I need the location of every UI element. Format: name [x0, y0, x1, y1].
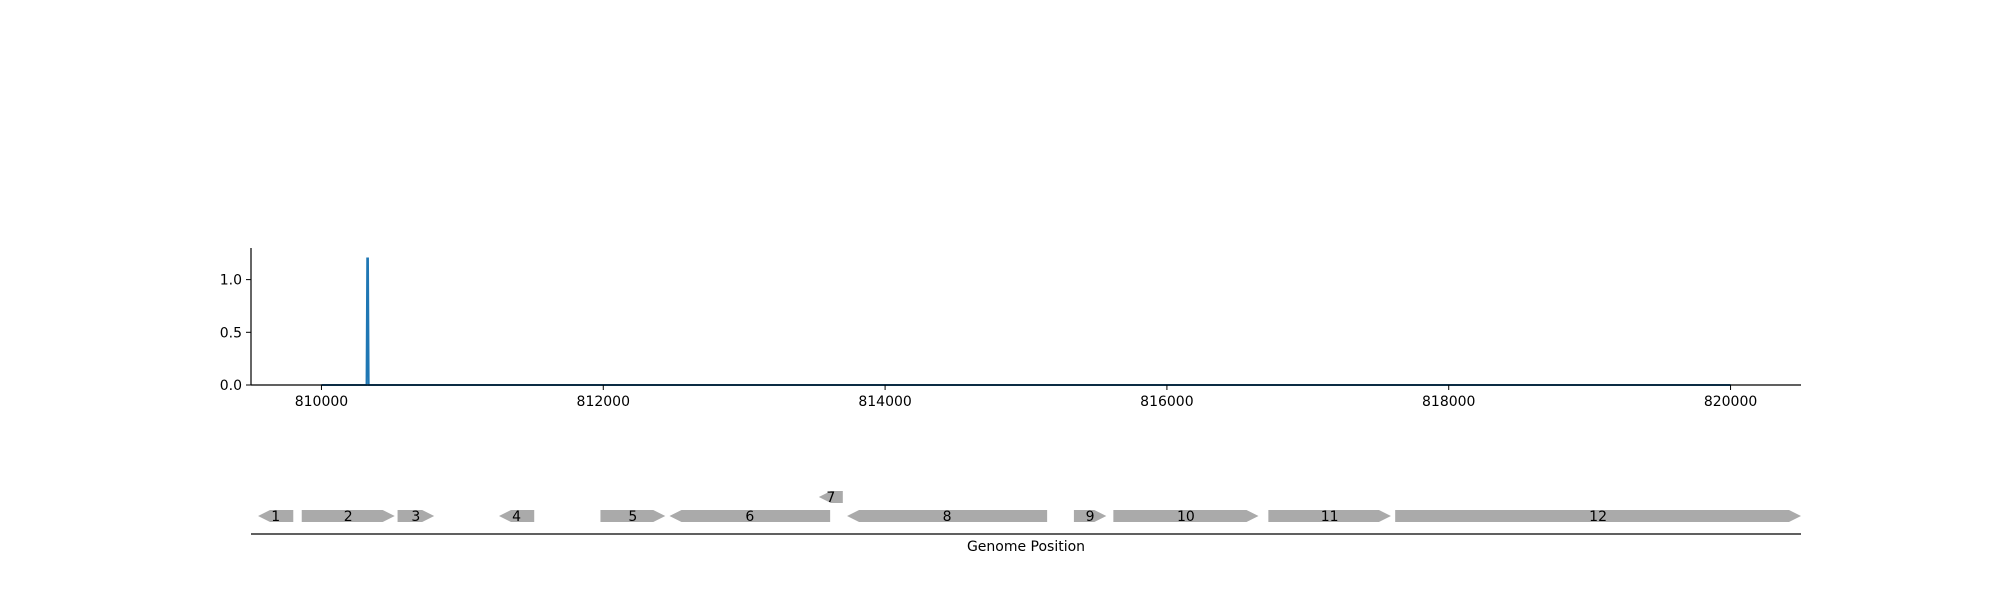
x-ticks: 810000 812000 814000 816000 818000 820000	[295, 385, 1757, 410]
x-axis-label: Genome Position	[967, 539, 1085, 555]
x-tick-label: 820000	[1704, 394, 1757, 410]
x-tick-label: 812000	[577, 394, 630, 410]
y-tick-label: 0.5	[220, 325, 242, 341]
x-tick-label: 810000	[295, 394, 348, 410]
gene-arrow	[1113, 510, 1259, 522]
gene-label: 9	[1086, 509, 1095, 525]
gene-label: 3	[411, 509, 420, 525]
gene-label: 2	[344, 509, 353, 525]
gene-label: 5	[628, 509, 637, 525]
gene-arrow	[847, 510, 1048, 522]
gene-arrow	[1395, 510, 1801, 522]
x-tick-label: 814000	[858, 394, 911, 410]
gene-label: 7	[826, 490, 835, 506]
gene-arrow	[1073, 510, 1107, 522]
gene-label: 8	[943, 509, 952, 525]
gene-arrow	[600, 510, 666, 522]
gene-arrow	[669, 510, 831, 522]
gene-label: 4	[512, 509, 521, 525]
gene-arrow	[499, 510, 535, 522]
x-tick-label: 818000	[1422, 394, 1475, 410]
gene-label: 10	[1177, 509, 1195, 525]
gene-label: 11	[1321, 509, 1339, 525]
gene-arrow	[258, 510, 294, 522]
y-tick-label: 1.0	[220, 273, 242, 289]
y-ticks: 0.0 0.5 1.0	[220, 273, 251, 394]
gene-arrow	[1268, 510, 1391, 522]
gene-arrow	[818, 491, 843, 503]
gene-map: 1 2 3 4 5 678 9 10 11 12 Genome Position	[251, 490, 1801, 555]
gene-arrow	[397, 510, 435, 522]
gene-label: 12	[1589, 509, 1607, 525]
gene-arrow	[301, 510, 395, 522]
gene-shapes: 1 2 3 4 5 678 9 10 11 12	[258, 490, 1801, 525]
x-tick-label: 816000	[1140, 394, 1193, 410]
coverage-plot: 810000 812000 814000 816000 818000 820000 0.0…	[220, 248, 1801, 410]
gene-label: 6	[745, 509, 754, 525]
gene-label: 1	[271, 509, 280, 525]
y-tick-label: 0.0	[220, 378, 242, 394]
